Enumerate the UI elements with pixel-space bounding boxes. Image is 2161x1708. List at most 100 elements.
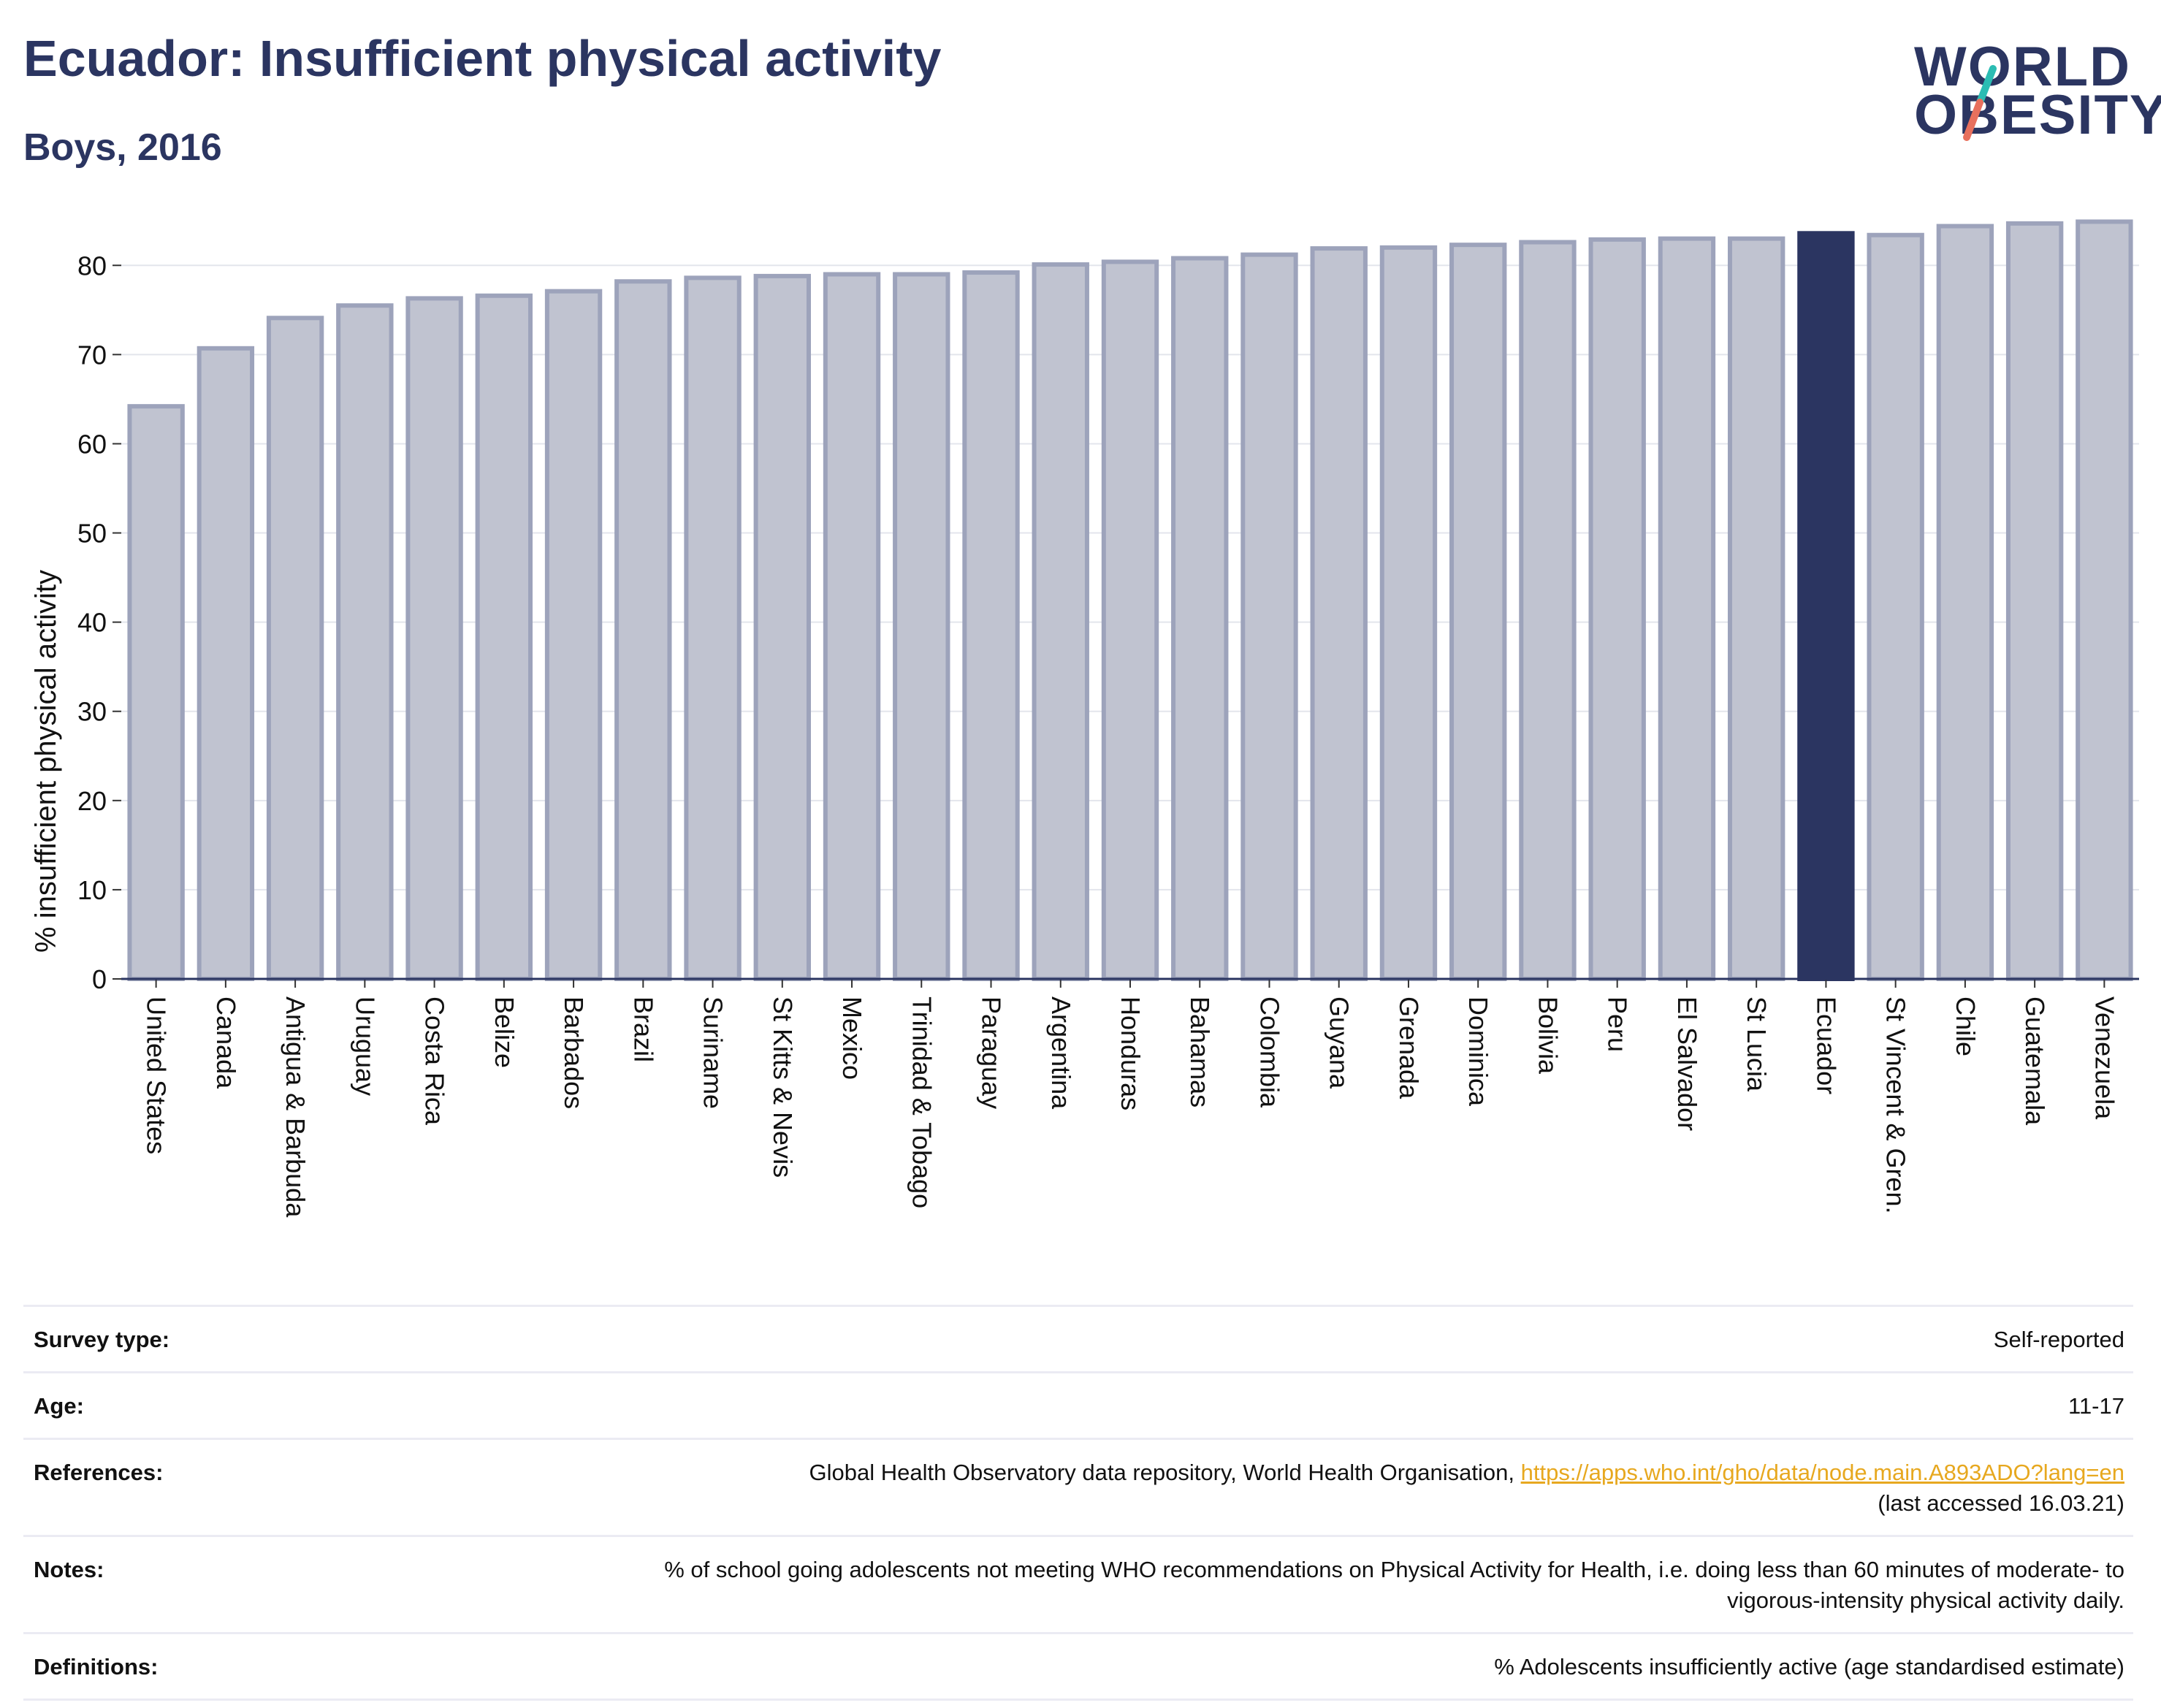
- y-tick-label: 70: [77, 340, 107, 370]
- bar: [1519, 240, 1577, 981]
- x-tick-label: Costa Rica: [420, 996, 450, 1126]
- x-tick-label: Bahamas: [1185, 996, 1215, 1107]
- x-tick-label: Guyana: [1325, 996, 1354, 1089]
- x-tick-label: Peru: [1603, 996, 1633, 1052]
- bar: [2076, 219, 2133, 982]
- bar: [266, 316, 324, 981]
- y-tick-label: 0: [92, 964, 107, 994]
- logo-word-world: WORLD: [1914, 36, 2132, 98]
- bar: [336, 303, 394, 981]
- x-tick-label: Trinidad & Tobago: [907, 996, 937, 1208]
- reference-access-note: (last accessed 16.03.21): [1878, 1490, 2124, 1516]
- x-tick-label: Antigua & Barbuda: [281, 996, 310, 1218]
- bar: [1449, 243, 1507, 981]
- bar-highlight: [1797, 231, 1855, 982]
- info-row: Definitions: % Adolescents insufficiently…: [23, 1632, 2133, 1701]
- bar: [893, 272, 950, 982]
- chart-bars: [127, 219, 2133, 982]
- info-value-text: Self-reported: [1993, 1327, 2124, 1352]
- bar: [1658, 236, 1716, 981]
- info-label: Notes:: [34, 1557, 104, 1582]
- info-value-text: % Adolescents insufficiently active (age…: [1494, 1654, 2124, 1680]
- bar: [1936, 224, 1994, 981]
- bar: [1379, 245, 1438, 981]
- bar: [1240, 252, 1298, 981]
- bar: [127, 404, 185, 981]
- x-tick-label: Dominica: [1463, 996, 1493, 1107]
- x-tick-label: Brazil: [628, 996, 658, 1062]
- info-value: 11-17: [2068, 1391, 2124, 1422]
- info-row: Survey type: Self-reported: [23, 1305, 2133, 1371]
- bar-chart: 0 10 20 30 40 50 60 70 80 United States Canada Anti…: [30, 219, 2139, 1218]
- bar: [544, 289, 603, 982]
- bar: [962, 270, 1020, 981]
- x-tick-label: Guatemala: [2020, 996, 2050, 1126]
- bar: [614, 279, 672, 982]
- info-label: Age:: [34, 1393, 84, 1419]
- bar: [2005, 221, 2064, 982]
- reference-link[interactable]: https://apps.who.int/gho/data/node.main.…: [1520, 1460, 2124, 1485]
- x-tick-label: Colombia: [1254, 996, 1284, 1108]
- world-obesity-logo: WORLD OBESITY: [1899, 34, 2161, 158]
- x-tick-label: Bolivia: [1533, 996, 1563, 1075]
- info-value: % of school going adolescents not meetin…: [590, 1555, 2124, 1616]
- bar: [475, 293, 533, 981]
- logo-word-obesity: OBESITY: [1914, 84, 2161, 146]
- y-tick-label: 30: [77, 697, 107, 727]
- y-tick-label: 50: [77, 519, 107, 549]
- bar: [684, 275, 742, 982]
- x-tick-label: Chile: [1951, 996, 1981, 1056]
- x-tick-label: Barbados: [559, 996, 589, 1109]
- x-tick-label: St Vincent & Gren.: [1881, 996, 1911, 1214]
- x-tick-label: Paraguay: [977, 996, 1007, 1109]
- info-row: References: Global Health Observatory dat…: [23, 1438, 2133, 1535]
- y-axis-label: % insufficient physical activity: [30, 570, 62, 953]
- info-value: Global Health Observatory data repositor…: [809, 1457, 2125, 1519]
- info-label: Survey type:: [34, 1327, 170, 1352]
- info-value: % Adolescents insufficiently active (age…: [1494, 1652, 2124, 1682]
- bar: [197, 346, 255, 982]
- bar: [753, 273, 811, 981]
- x-tick-label: Venezuela: [2089, 996, 2119, 1120]
- x-tick-label: Belize: [489, 996, 519, 1068]
- x-tick-label: Argentina: [1046, 996, 1076, 1110]
- bar: [1101, 259, 1159, 982]
- x-tick-label: Suriname: [698, 996, 728, 1109]
- info-value: Self-reported: [1994, 1324, 2124, 1355]
- x-tick-label: St Lucia: [1742, 996, 1772, 1092]
- chart-axes: 0 10 20 30 40 50 60 70 80 United States Canada Anti…: [77, 251, 2139, 1218]
- info-label: Definitions:: [34, 1654, 159, 1680]
- info-value-text: 11-17: [2068, 1393, 2124, 1419]
- bar: [1867, 232, 1924, 981]
- bar: [405, 296, 463, 981]
- info-value-text: Global Health Observatory data repositor…: [809, 1460, 1514, 1485]
- info-value-text: % of school going adolescents not meetin…: [664, 1557, 2124, 1613]
- x-tick-label: Ecuador: [1811, 996, 1841, 1094]
- bar: [1727, 236, 1785, 981]
- x-tick-label: Honduras: [1116, 996, 1146, 1110]
- bar: [823, 272, 881, 982]
- info-row: Notes: % of school going adolescents not …: [23, 1535, 2133, 1632]
- x-tick-label: United States: [142, 996, 172, 1154]
- logo-slash-icon: [1963, 65, 1997, 141]
- x-tick-label: Mexico: [837, 996, 867, 1080]
- x-tick-label: Canada: [211, 996, 241, 1089]
- y-tick-label: 20: [77, 786, 107, 816]
- x-tick-label: El Salvador: [1672, 996, 1702, 1131]
- bar: [1171, 256, 1229, 982]
- x-tick-label: St Kitts & Nevis: [768, 996, 798, 1178]
- bar: [1588, 237, 1646, 982]
- info-table: Survey type: Self-reported Age: 11-17 Refere…: [23, 1305, 2133, 1701]
- page-subtitle: Boys, 2016: [23, 126, 222, 169]
- info-label: References:: [34, 1460, 164, 1485]
- bar: [1032, 262, 1089, 981]
- x-tick-label: Grenada: [1394, 996, 1424, 1099]
- y-tick-label: 80: [77, 251, 107, 281]
- y-tick-label: 10: [77, 875, 107, 905]
- bar: [1310, 246, 1368, 981]
- y-tick-label: 60: [77, 429, 107, 459]
- y-tick-label: 40: [77, 608, 107, 638]
- page-title: Ecuador: Insufficient physical activity: [23, 30, 942, 87]
- x-tick-label: Uruguay: [350, 996, 380, 1096]
- info-row: Age: 11-17: [23, 1371, 2133, 1438]
